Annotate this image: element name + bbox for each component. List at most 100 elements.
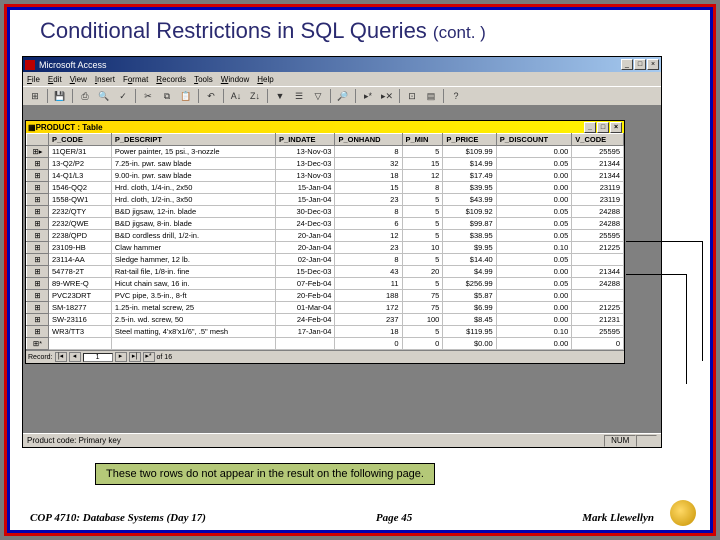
cell-pmin[interactable]: 5 [402,278,443,290]
row-selector[interactable]: ⊞ [27,266,49,278]
toolbar-copy-icon[interactable]: ⧉ [159,88,175,104]
nav-record-input[interactable] [83,353,113,362]
toolbar-sort-desc-icon[interactable]: Z↓ [247,88,263,104]
cell-pdescript[interactable]: Power painter, 15 psi., 3-nozzle [111,146,275,158]
toolbar-help-icon[interactable]: ? [448,88,464,104]
cell-pmin[interactable]: 20 [402,266,443,278]
cell-pprice[interactable]: $4.99 [443,266,496,278]
cell-pmin[interactable]: 8 [402,182,443,194]
table-row-new[interactable]: ⊞*00$0.000.000 [27,338,624,350]
nav-prev-button[interactable]: ◂ [69,352,81,362]
nav-first-button[interactable]: |◂ [55,352,67,362]
cell-pindate[interactable]: 13-Dec-03 [276,158,335,170]
nav-last-button[interactable]: ▸| [129,352,141,362]
toolbar-sort-asc-icon[interactable]: A↓ [228,88,244,104]
toolbar-paste-icon[interactable]: 📋 [178,88,194,104]
cell-pprice[interactable]: $6.99 [443,302,496,314]
cell-vcode[interactable]: 21344 [572,266,624,278]
cell-vcode[interactable]: 24288 [572,218,624,230]
cell-pindate[interactable]: 17-Jan-04 [276,326,335,338]
row-selector[interactable]: ⊞ [27,206,49,218]
cell-pmin[interactable]: 5 [402,206,443,218]
cell-vcode[interactable]: 24288 [572,278,624,290]
cell-ponhand[interactable]: 188 [335,290,402,302]
cell-pprice[interactable]: $14.99 [443,158,496,170]
table-row[interactable]: ⊞14-Q1/L39.00-in. pwr. saw blade13-Nov-0… [27,170,624,182]
toolbar-filter-sel-icon[interactable]: ▼ [272,88,288,104]
cell-pdiscount[interactable]: 0.05 [496,218,572,230]
cell-pdiscount[interactable]: 0.05 [496,158,572,170]
cell-pdiscount[interactable]: 0.00 [496,302,572,314]
toolbar-cut-icon[interactable]: ✂ [140,88,156,104]
cell-ponhand[interactable]: 6 [335,218,402,230]
cell-vcode[interactable]: 25595 [572,326,624,338]
cell-pmin[interactable]: 5 [402,230,443,242]
cell-pmin[interactable]: 5 [402,146,443,158]
col-pdiscount[interactable]: P_DISCOUNT [496,134,572,146]
cell-pcode[interactable]: WR3/TT3 [49,326,112,338]
toolbar-del-rec-icon[interactable]: ▸✕ [379,88,395,104]
toolbar-db-window-icon[interactable]: ⊡ [404,88,420,104]
row-selector[interactable]: ⊞ [27,302,49,314]
cell-pdiscount[interactable]: 0.00 [496,146,572,158]
cell-pprice[interactable]: $43.99 [443,194,496,206]
cell-pdescript[interactable]: Rat-tail file, 1/8-in. fine [111,266,275,278]
row-selector[interactable]: ⊞ [27,290,49,302]
col-pprice[interactable]: P_PRICE [443,134,496,146]
cell-ponhand[interactable]: 12 [335,230,402,242]
cell-pdescript[interactable]: B&D jigsaw, 8-in. blade [111,218,275,230]
cell-pdiscount[interactable]: 0.05 [496,230,572,242]
cell-ponhand[interactable]: 237 [335,314,402,326]
cell-pprice[interactable]: $5.87 [443,290,496,302]
table-row[interactable]: ⊞2232/QWEB&D jigsaw, 8-in. blade24-Dec-0… [27,218,624,230]
cell-pmin[interactable]: 5 [402,326,443,338]
toolbar-new-obj-icon[interactable]: ▤ [423,88,439,104]
cell-pdescript[interactable]: Claw hammer [111,242,275,254]
row-selector[interactable]: ⊞▸ [27,146,49,158]
cell-pindate[interactable]: 20-Feb-04 [276,290,335,302]
cell-pindate[interactable]: 13-Nov-03 [276,146,335,158]
row-selector[interactable]: ⊞ [27,278,49,290]
table-maximize-button[interactable]: □ [597,122,609,133]
cell-ponhand[interactable]: 8 [335,146,402,158]
cell-pdescript[interactable]: Steel matting, 4'x8'x1/6", .5" mesh [111,326,275,338]
cell-pdescript[interactable]: 7.25-in. pwr. saw blade [111,158,275,170]
cell-pcode[interactable]: 23109-HB [49,242,112,254]
menu-edit[interactable]: Edit [48,75,62,84]
cell-pcode[interactable]: 13-Q2/P2 [49,158,112,170]
cell-vcode[interactable]: 25595 [572,230,624,242]
col-ponhand[interactable]: P_ONHAND [335,134,402,146]
table-row[interactable]: ⊞1546-QQ2Hrd. cloth, 1/4-in., 2x5015-Jan… [27,182,624,194]
cell-pdescript[interactable]: Sledge hammer, 12 lb. [111,254,275,266]
row-selector[interactable]: ⊞ [27,242,49,254]
cell-pdiscount[interactable]: 0.10 [496,242,572,254]
cell-pprice[interactable]: $256.99 [443,278,496,290]
row-selector[interactable]: ⊞ [27,194,49,206]
cell-pdescript[interactable]: B&D cordless drill, 1/2-in. [111,230,275,242]
cell-pprice[interactable]: $39.95 [443,182,496,194]
cell-pmin[interactable]: 5 [402,254,443,266]
cell-ponhand[interactable]: 32 [335,158,402,170]
cell-ponhand[interactable]: 15 [335,182,402,194]
cell-pcode[interactable]: PVC23DRT [49,290,112,302]
cell-pcode[interactable]: 14-Q1/L3 [49,170,112,182]
menu-records[interactable]: Records [156,75,186,84]
cell-ponhand[interactable]: 8 [335,254,402,266]
cell-pprice[interactable]: $17.49 [443,170,496,182]
cell-pcode[interactable]: SM-18277 [49,302,112,314]
cell-pindate[interactable]: 15-Jan-04 [276,182,335,194]
cell-pindate[interactable]: 24-Feb-04 [276,314,335,326]
menu-tools[interactable]: Tools [194,75,213,84]
cell-pdiscount[interactable]: 0.00 [496,266,572,278]
cell-vcode[interactable] [572,254,624,266]
cell-pmin[interactable]: 5 [402,218,443,230]
table-row[interactable]: ⊞2238/QPDB&D cordless drill, 1/2-in.20-J… [27,230,624,242]
cell-vcode[interactable]: 21231 [572,314,624,326]
cell-pdescript[interactable]: Hrd. cloth, 1/2-in., 3x50 [111,194,275,206]
cell-pdescript[interactable]: 9.00-in. pwr. saw blade [111,170,275,182]
table-close-button[interactable]: × [610,122,622,133]
cell-pdescript[interactable]: 1.25-in. metal screw, 25 [111,302,275,314]
cell-pdiscount[interactable]: 0.10 [496,326,572,338]
cell-pmin[interactable]: 75 [402,290,443,302]
cell-ponhand[interactable]: 172 [335,302,402,314]
